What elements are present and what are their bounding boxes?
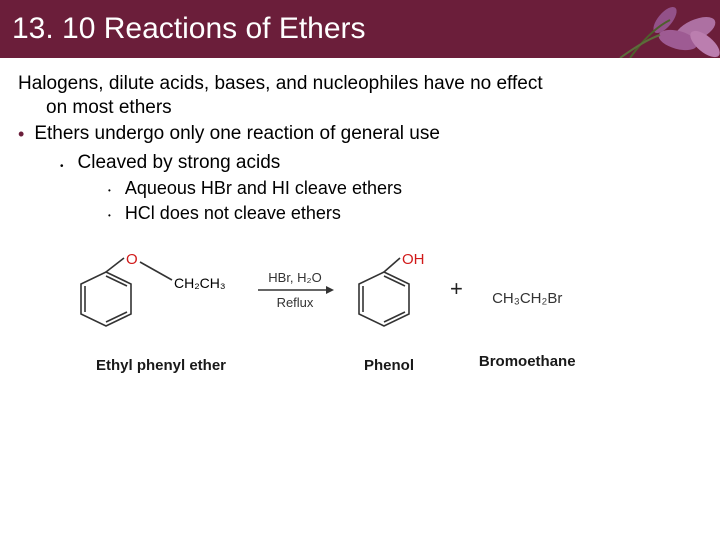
reaction-diagram: O CH₂CH₃ Ethyl phenyl ether HBr, H₂O Ref… (16, 252, 702, 374)
bromoethane-formula: CH₃CH₂Br (492, 290, 562, 307)
bullet-level-3: • HCl does not cleave ethers (16, 203, 702, 224)
bullet-level-2: • Cleaved by strong acids (16, 152, 702, 174)
product-phenol-block: OH Phenol (344, 252, 434, 374)
reactant-label: Ethyl phenyl ether (96, 357, 226, 374)
intro-line-2: on most ethers (18, 96, 702, 120)
sub1-text: Cleaved by strong acids (78, 152, 281, 174)
reactant-block: O CH₂CH₃ Ethyl phenyl ether (76, 252, 246, 374)
bullet-dot-icon: • (108, 186, 111, 199)
reaction-arrow-block: HBr, H₂O Reflux (256, 270, 334, 310)
slide-title: 13. 10 Reactions of Ethers (12, 12, 366, 46)
bullet-dot-icon: • (60, 160, 64, 174)
reactant-substituent: CH₂CH₃ (174, 275, 226, 291)
svg-text:O: O (126, 252, 138, 268)
product-oh: OH (402, 252, 425, 268)
plus-sign: + (450, 276, 463, 302)
arrow-bottom-text: Reflux (277, 295, 314, 310)
bullet-dot-icon: • (18, 122, 24, 147)
ethyl-phenyl-ether-structure: O CH₂CH₃ (76, 252, 246, 347)
bullet-level-1: • Ethers undergo only one reaction of ge… (16, 122, 702, 147)
phenol-label: Phenol (364, 357, 414, 374)
bullet-level-3: • Aqueous HBr and HI cleave ethers (16, 178, 702, 199)
product-bromoethane-block: CH₃CH₂Br Bromoethane (479, 252, 576, 370)
intro-line-1: Halogens, dilute acids, bases, and nucle… (18, 73, 543, 94)
slide-header: 13. 10 Reactions of Ethers (0, 0, 720, 58)
slide-body: Halogens, dilute acids, bases, and nucle… (0, 58, 720, 374)
bromoethane-label: Bromoethane (479, 353, 576, 370)
bullet-1-text: Ethers undergo only one reaction of gene… (34, 122, 440, 147)
header-flower-decoration (600, 0, 720, 58)
phenol-structure: OH (344, 252, 434, 347)
sub2b-text: HCl does not cleave ethers (125, 203, 341, 224)
sub2a-text: Aqueous HBr and HI cleave ethers (125, 178, 402, 199)
intro-text: Halogens, dilute acids, bases, and nucle… (16, 72, 702, 120)
bullet-dot-icon: • (108, 211, 111, 224)
